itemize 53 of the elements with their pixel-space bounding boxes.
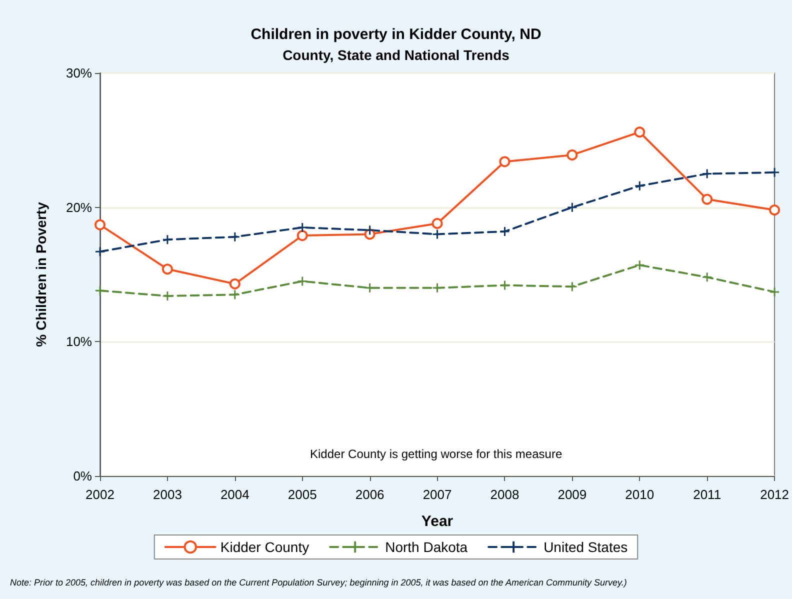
point (229, 278, 240, 290)
point (702, 272, 712, 282)
point (364, 282, 376, 294)
chart-subtitle: County, State and National Trends (282, 47, 510, 63)
y-tick-label: 10% (66, 334, 92, 350)
point (634, 260, 645, 270)
x-tick-label: 2003 (152, 487, 182, 502)
point (296, 230, 308, 242)
x-tick-label: 2012 (760, 487, 789, 502)
point (499, 156, 510, 168)
point (769, 204, 780, 216)
y-tick-label: 0% (73, 468, 92, 484)
x-axis-title: Year (421, 513, 454, 530)
text: Note: Prior to 2005, children in poverty was based on the Current Population Survey; beginning in 2005, it was based on the American Community Survey.) (10, 578, 627, 588)
point (94, 246, 106, 257)
legend-label: United States (544, 539, 628, 555)
x-tick-label: 2007 (422, 487, 452, 502)
point (566, 149, 578, 160)
point (230, 232, 240, 242)
point (566, 202, 578, 213)
point (702, 194, 713, 205)
x-tick-label: 2004 (220, 487, 250, 502)
point (162, 290, 173, 302)
point (432, 282, 443, 294)
x-tick-label: 2005 (288, 487, 317, 502)
point (634, 180, 645, 192)
point (769, 167, 780, 178)
point (297, 276, 308, 286)
point (702, 168, 712, 179)
x-tick-label: 2011 (693, 487, 722, 502)
point (230, 289, 240, 300)
point (94, 219, 106, 230)
x-tick-label: 2006 (355, 487, 384, 502)
point (769, 286, 780, 298)
chart-title: Children in poverty in Kidder County, ND (250, 26, 542, 43)
point (297, 222, 308, 233)
point (634, 126, 646, 138)
legend-label: Kidder County (220, 539, 310, 555)
legend-label: North Dakota (385, 539, 468, 555)
x-tick-label: 2009 (558, 487, 587, 502)
annotation: Kidder County is getting worse for this measure (310, 447, 562, 461)
point (162, 264, 173, 275)
point (162, 234, 173, 245)
x-tick-label: 2008 (490, 487, 520, 502)
point (499, 226, 510, 237)
y-axis-title: % Children in Poverty (33, 202, 49, 347)
point (364, 224, 376, 236)
x-tick-label: 2010 (625, 487, 654, 502)
point (432, 218, 443, 229)
point (94, 285, 106, 296)
x-tick-label: 2002 (86, 487, 114, 502)
y-tick-label: 30% (66, 66, 92, 80)
y-tick-label: 20% (66, 200, 92, 215)
